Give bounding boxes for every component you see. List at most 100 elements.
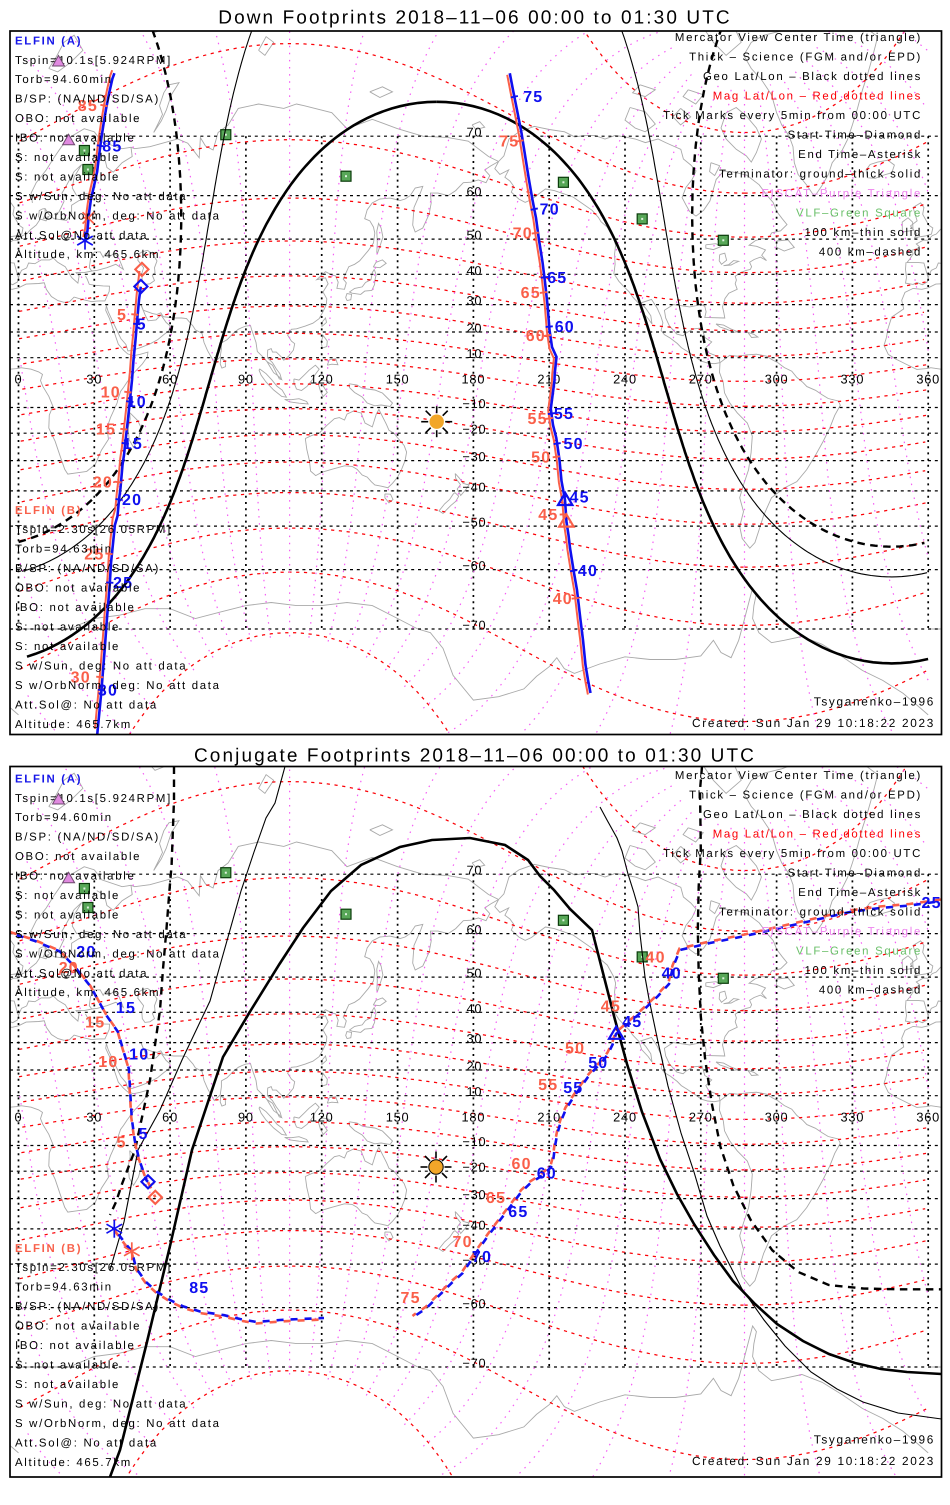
svg-text:B/SP: (NA/ND/SD/SA): B/SP: (NA/ND/SD/SA) <box>15 832 160 844</box>
svg-text:5: 5 <box>137 317 147 334</box>
svg-text:50: 50 <box>565 1041 585 1058</box>
svg-text:Altitude: 465.7km: Altitude: 465.7km <box>15 719 132 731</box>
svg-text:S w/Sun, deg: No att data: S w/Sun, deg: No att data <box>15 191 187 203</box>
svg-text:70: 70 <box>513 226 533 243</box>
svg-text:Tspin=10.1s[5.924RPM]: Tspin=10.1s[5.924RPM] <box>15 793 172 805</box>
svg-text:100 km–thin solid: 100 km–thin solid <box>804 965 922 977</box>
svg-text:Torb=94.60min: Torb=94.60min <box>15 74 113 86</box>
svg-text:55: 55 <box>538 1077 558 1094</box>
svg-text:Torb=94.63min: Torb=94.63min <box>15 544 113 556</box>
svg-text:S: not available: S: not available <box>15 152 120 164</box>
svg-text:75: 75 <box>499 133 519 150</box>
svg-text:Tsyganenko–1996: Tsyganenko–1996 <box>814 695 935 709</box>
svg-text:Tspin=2.30s[26.05RPM]: Tspin=2.30s[26.05RPM] <box>15 524 172 536</box>
svg-text:45: 45 <box>538 507 558 524</box>
svg-text:50: 50 <box>531 449 551 466</box>
svg-text:40: 40 <box>553 591 573 608</box>
svg-text:Tspin=10.1s[5.924RPM]: Tspin=10.1s[5.924RPM] <box>15 55 172 67</box>
svg-text:15: 15 <box>116 1000 136 1017</box>
svg-text:70: 70 <box>472 1249 492 1266</box>
svg-text:Geo Lat/Lon – Black dotted lin: Geo Lat/Lon – Black dotted lines <box>703 71 922 83</box>
svg-text:Tick Marks every 5min from 00:: Tick Marks every 5min from 00:00 UTC <box>663 110 922 122</box>
svg-text:IBO: not available: IBO: not available <box>15 133 136 145</box>
svg-text:5: 5 <box>139 1126 149 1143</box>
svg-text:S w/OrbNorm, deg: No att data: S w/OrbNorm, deg: No att data <box>15 948 221 960</box>
svg-text:Tspin=2.30s[26.05RPM]: Tspin=2.30s[26.05RPM] <box>15 1262 172 1274</box>
svg-text:Thick – Science (FGM and/or EP: Thick – Science (FGM and/or EPD) <box>689 52 922 64</box>
svg-text:10: 10 <box>98 1054 118 1071</box>
svg-text:S w/Sun, deg: No att data: S w/Sun, deg: No att data <box>15 1398 187 1410</box>
svg-text:55: 55 <box>563 1080 583 1097</box>
svg-text:Mercator View Center Time (tri: Mercator View Center Time (triangle) <box>675 770 922 782</box>
svg-text:Mag Lat/Lon – Red dotted lines: Mag Lat/Lon – Red dotted lines <box>713 829 922 841</box>
svg-text:Tsyganenko–1996: Tsyganenko–1996 <box>814 1433 935 1447</box>
svg-text:60: 60 <box>555 319 575 336</box>
svg-text:Altitude, km: 465.6km: Altitude, km: 465.6km <box>15 249 160 261</box>
svg-text:100 km–thin solid: 100 km–thin solid <box>804 227 922 239</box>
svg-text:IBO: not available: IBO: not available <box>15 871 136 883</box>
svg-text:Conjugate Footprints 2018–11–0: Conjugate Footprints 2018–11–06 00:00 to… <box>194 746 756 767</box>
svg-text:S: not available: S: not available <box>15 910 120 922</box>
svg-text:55: 55 <box>527 411 547 428</box>
svg-text:40: 40 <box>662 966 682 983</box>
svg-text:Mag Lat/Lon – Red dotted lines: Mag Lat/Lon – Red dotted lines <box>713 91 922 103</box>
svg-text:Altitude, km: 465.6km: Altitude, km: 465.6km <box>15 987 160 999</box>
svg-text:65: 65 <box>547 270 567 287</box>
svg-text:OBO: not available: OBO: not available <box>15 583 141 595</box>
svg-text:S w/Sun, deg: No att data: S w/Sun, deg: No att data <box>15 660 187 672</box>
svg-text:OBO: not available: OBO: not available <box>15 113 141 125</box>
svg-text:Terminator: ground–thick solid: Terminator: ground–thick solid <box>719 907 922 919</box>
svg-text:Att.Sol@No att data: Att.Sol@No att data <box>15 230 148 242</box>
svg-text:45: 45 <box>569 489 589 506</box>
svg-text:50: 50 <box>563 436 583 453</box>
svg-text:Start Time–Diamond: Start Time–Diamond <box>788 130 922 142</box>
svg-text:60: 60 <box>537 1165 557 1182</box>
svg-text:Torb=94.60min: Torb=94.60min <box>15 812 113 824</box>
svg-text:End Time–Asterisk: End Time–Asterisk <box>798 887 922 899</box>
svg-text:65: 65 <box>521 285 541 302</box>
svg-text:15: 15 <box>123 436 143 453</box>
svg-text:OBO: not available: OBO: not available <box>15 1321 141 1333</box>
svg-text:400 km–dashed: 400 km–dashed <box>819 985 922 997</box>
svg-text:EISCAT–Purple Triangle: EISCAT–Purple Triangle <box>761 926 922 938</box>
svg-text:10: 10 <box>129 1047 149 1064</box>
svg-text:End Time–Asterisk: End Time–Asterisk <box>798 149 922 161</box>
svg-text:Geo Lat/Lon – Black dotted lin: Geo Lat/Lon – Black dotted lines <box>703 809 922 821</box>
svg-text:Att.Sol@: No att data: Att.Sol@: No att data <box>15 699 158 711</box>
svg-text:400 km–dashed: 400 km–dashed <box>819 247 922 259</box>
svg-text:S: not available: S: not available <box>15 641 120 653</box>
svg-text:15: 15 <box>85 1014 105 1031</box>
svg-text:75: 75 <box>400 1290 420 1307</box>
svg-text:Down Footprints 2018–11–06 00:: Down Footprints 2018–11–06 00:00 to 01:3… <box>218 8 731 29</box>
svg-text:60: 60 <box>526 328 546 345</box>
svg-text:S: not available: S: not available <box>15 1360 120 1372</box>
svg-text:ELFIN (B): ELFIN (B) <box>15 505 82 517</box>
svg-text:B/SP: (NA/ND/SD/SA): B/SP: (NA/ND/SD/SA) <box>15 563 160 575</box>
svg-text:15: 15 <box>96 422 116 439</box>
svg-text:S w/OrbNorm, deg: No att data: S w/OrbNorm, deg: No att data <box>15 680 221 692</box>
svg-text:10: 10 <box>101 385 121 402</box>
svg-text:Mercator View Center Time (tri: Mercator View Center Time (triangle) <box>675 32 922 44</box>
svg-text:10: 10 <box>127 394 147 411</box>
svg-text:Att.Sol@No att data: Att.Sol@No att data <box>15 968 148 980</box>
svg-text:EISCAT–Purple Triangle: EISCAT–Purple Triangle <box>761 188 922 200</box>
svg-text:IBO: not available: IBO: not available <box>15 1340 136 1352</box>
svg-text:Thick – Science (FGM and/or EP: Thick – Science (FGM and/or EPD) <box>689 790 922 802</box>
svg-text:S: not available: S: not available <box>15 890 120 902</box>
svg-text:OBO: not available: OBO: not available <box>15 851 141 863</box>
svg-text:Start Time–Diamond: Start Time–Diamond <box>788 868 922 880</box>
svg-text:5: 5 <box>117 1135 127 1152</box>
svg-text:VLF–Green Square: VLF–Green Square <box>796 946 922 958</box>
svg-text:45: 45 <box>601 998 621 1015</box>
svg-text:B/SP: (NA/ND/SD/SA): B/SP: (NA/ND/SD/SA) <box>15 94 160 106</box>
svg-text:Created: Sun Jan 29 10:18:22 2: Created: Sun Jan 29 10:18:22 2023 <box>692 1454 935 1468</box>
svg-text:Created: Sun Jan 29 10:18:22 2: Created: Sun Jan 29 10:18:22 2023 <box>692 716 935 730</box>
svg-text:IBO: not available: IBO: not available <box>15 602 136 614</box>
svg-text:S w/OrbNorm, deg: No att data: S w/OrbNorm, deg: No att data <box>15 210 221 222</box>
svg-text:Torb=94.63min: Torb=94.63min <box>15 1282 113 1294</box>
svg-text:40: 40 <box>578 563 598 580</box>
svg-text:Terminator: ground–thick solid: Terminator: ground–thick solid <box>719 169 922 181</box>
svg-text:B/SP: (NA/ND/SD/SA): B/SP: (NA/ND/SD/SA) <box>15 1301 160 1313</box>
svg-text:65: 65 <box>486 1190 506 1207</box>
svg-text:VLF–Green Square: VLF–Green Square <box>796 208 922 220</box>
